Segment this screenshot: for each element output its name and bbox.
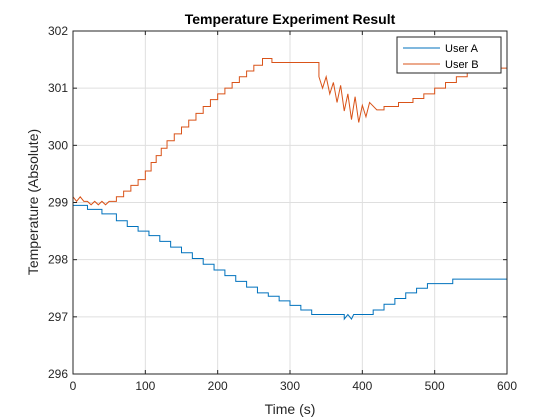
y-tick-label: 300: [48, 138, 68, 152]
legend-box: [396, 36, 502, 74]
legend: User A User B: [396, 36, 502, 74]
legend-label-user-a: User A: [445, 43, 479, 55]
series-line-user-b: [72, 57, 507, 206]
x-tick-label: 200: [208, 379, 228, 393]
chart-title: Temperature Experiment Result: [185, 11, 396, 27]
x-tick-label: 400: [352, 379, 372, 393]
x-tick-label: 300: [280, 379, 300, 393]
y-tick-label: 302: [48, 24, 68, 38]
x-tick-label: 600: [497, 379, 517, 393]
y-tick-label: 298: [48, 253, 68, 267]
tick-layer: 0 100 200 300 400 500 600 296 297 298 299 300 301 302: [48, 24, 517, 393]
grid-layer: [72, 30, 508, 375]
x-axis-label: Time (s): [265, 401, 316, 417]
y-axis-label: Temperature (Absolute): [25, 129, 41, 275]
series-layer: [72, 57, 507, 321]
x-tick-label: 100: [135, 379, 155, 393]
y-tick-label: 297: [48, 310, 68, 324]
x-tick-label: 500: [425, 379, 445, 393]
legend-label-user-b: User B: [445, 59, 479, 71]
y-tick-label: 301: [48, 81, 68, 95]
x-tick-label: 0: [70, 379, 77, 393]
y-tick-label: 296: [48, 367, 68, 381]
series-line-user-a: [73, 204, 507, 321]
y-tick-label: 299: [48, 196, 68, 210]
